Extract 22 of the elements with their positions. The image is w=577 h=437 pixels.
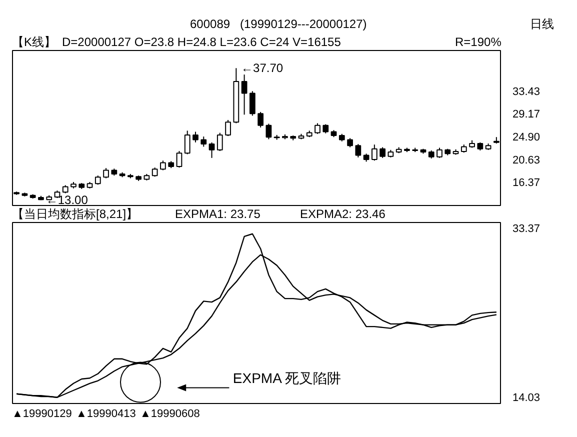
text: ▲19990129	[12, 407, 72, 422]
y-tick-label: 29.17	[512, 108, 540, 121]
y-tick-label: 16.37	[512, 177, 540, 190]
y-tick-label: 20.63	[512, 154, 540, 166]
text: ▲19990413	[76, 407, 136, 422]
annotation: ←13.00	[46, 193, 88, 208]
text: (19990129---20000127)	[240, 16, 367, 33]
text: R=190%	[455, 34, 502, 51]
text: EXPMA2: 23.46	[300, 206, 386, 223]
text: ▲19990608	[140, 407, 200, 422]
annotation: ←37.70	[241, 61, 284, 76]
text: D=20000127 O=23.8 H=24.8 L=23.6 C=24 V=16155	[62, 34, 341, 51]
text: 600089	[190, 16, 230, 33]
annotation: EXPMA 死叉陷阱	[232, 370, 342, 386]
text: 【当日均数指标[8,21]】	[12, 206, 138, 223]
text: EXPMA1: 23.75	[175, 206, 260, 223]
y-tick-label: 33.43	[512, 86, 540, 98]
text: 日线	[530, 16, 554, 33]
y-tick-label: 33.37	[512, 223, 540, 236]
y-tick-label: 14.03	[512, 392, 540, 404]
text: 【K线】	[12, 34, 56, 51]
y-tick-label: 24.90	[512, 132, 540, 144]
